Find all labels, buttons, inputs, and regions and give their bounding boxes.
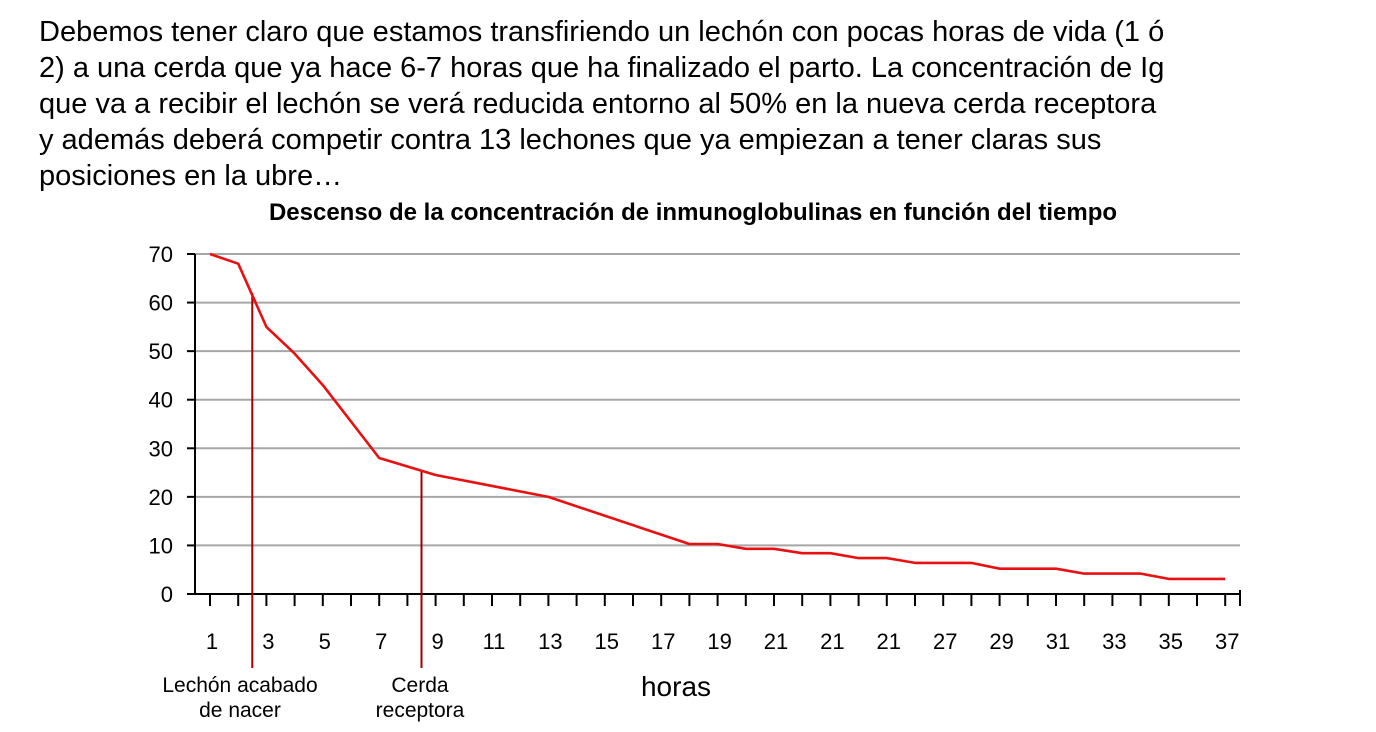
y-tick-label: 40	[149, 388, 173, 413]
paragraph-line: posiciones en la ubre…	[39, 160, 343, 192]
paragraph-line: 2) a una cerda que ya hace 6-7 horas que…	[39, 52, 1165, 84]
intro-paragraph: Debemos tener claro que estamos transfir…	[39, 14, 1359, 194]
x-tick-label: 13	[538, 629, 562, 654]
x-tick-label: 31	[1046, 629, 1070, 654]
x-tick-label: 19	[707, 629, 731, 654]
annotation-label: receptora	[376, 699, 465, 722]
x-tick-label: 1	[206, 629, 218, 654]
y-tick-label: 70	[149, 242, 173, 267]
x-tick-label: 21	[820, 629, 844, 654]
chart-title: Descenso de la concentración de inmunogl…	[268, 199, 1118, 226]
y-tick-label: 0	[161, 582, 173, 607]
x-tick-label: 15	[595, 629, 619, 654]
x-tick-label: 29	[989, 629, 1013, 654]
x-tick-label: 7	[375, 629, 387, 654]
x-tick-label: 35	[1159, 629, 1183, 654]
x-tick-label: 5	[319, 629, 331, 654]
y-tick-label: 10	[149, 533, 173, 558]
x-tick-label: 17	[651, 629, 675, 654]
x-tick-label: 37	[1215, 629, 1239, 654]
annotation-label: Cerda	[391, 674, 449, 697]
x-tick-label: 9	[431, 629, 443, 654]
x-tick-label: 21	[877, 629, 901, 654]
y-tick-label: 50	[149, 339, 173, 364]
x-tick-label: 11	[483, 629, 506, 654]
x-axis-label: horas	[641, 671, 711, 702]
y-tick-label: 30	[149, 436, 173, 461]
x-tick-label: 27	[933, 629, 957, 654]
series-line	[209, 252, 1226, 581]
x-tick-label: 21	[764, 629, 788, 654]
annotation-label: Lechón acabado	[162, 674, 317, 697]
y-tick-label: 20	[149, 485, 173, 510]
annotation-label: de nacer	[199, 699, 281, 722]
y-tick-label: 60	[149, 291, 173, 316]
x-tick-label: 33	[1102, 629, 1126, 654]
paragraph-line: y además deberá competir contra 13 lecho…	[39, 124, 1102, 156]
paragraph-line: que va a recibir el lechón se verá reduc…	[39, 88, 1157, 120]
paragraph-line: Debemos tener claro que estamos transfir…	[39, 16, 1165, 48]
x-tick-label: 3	[262, 629, 274, 654]
